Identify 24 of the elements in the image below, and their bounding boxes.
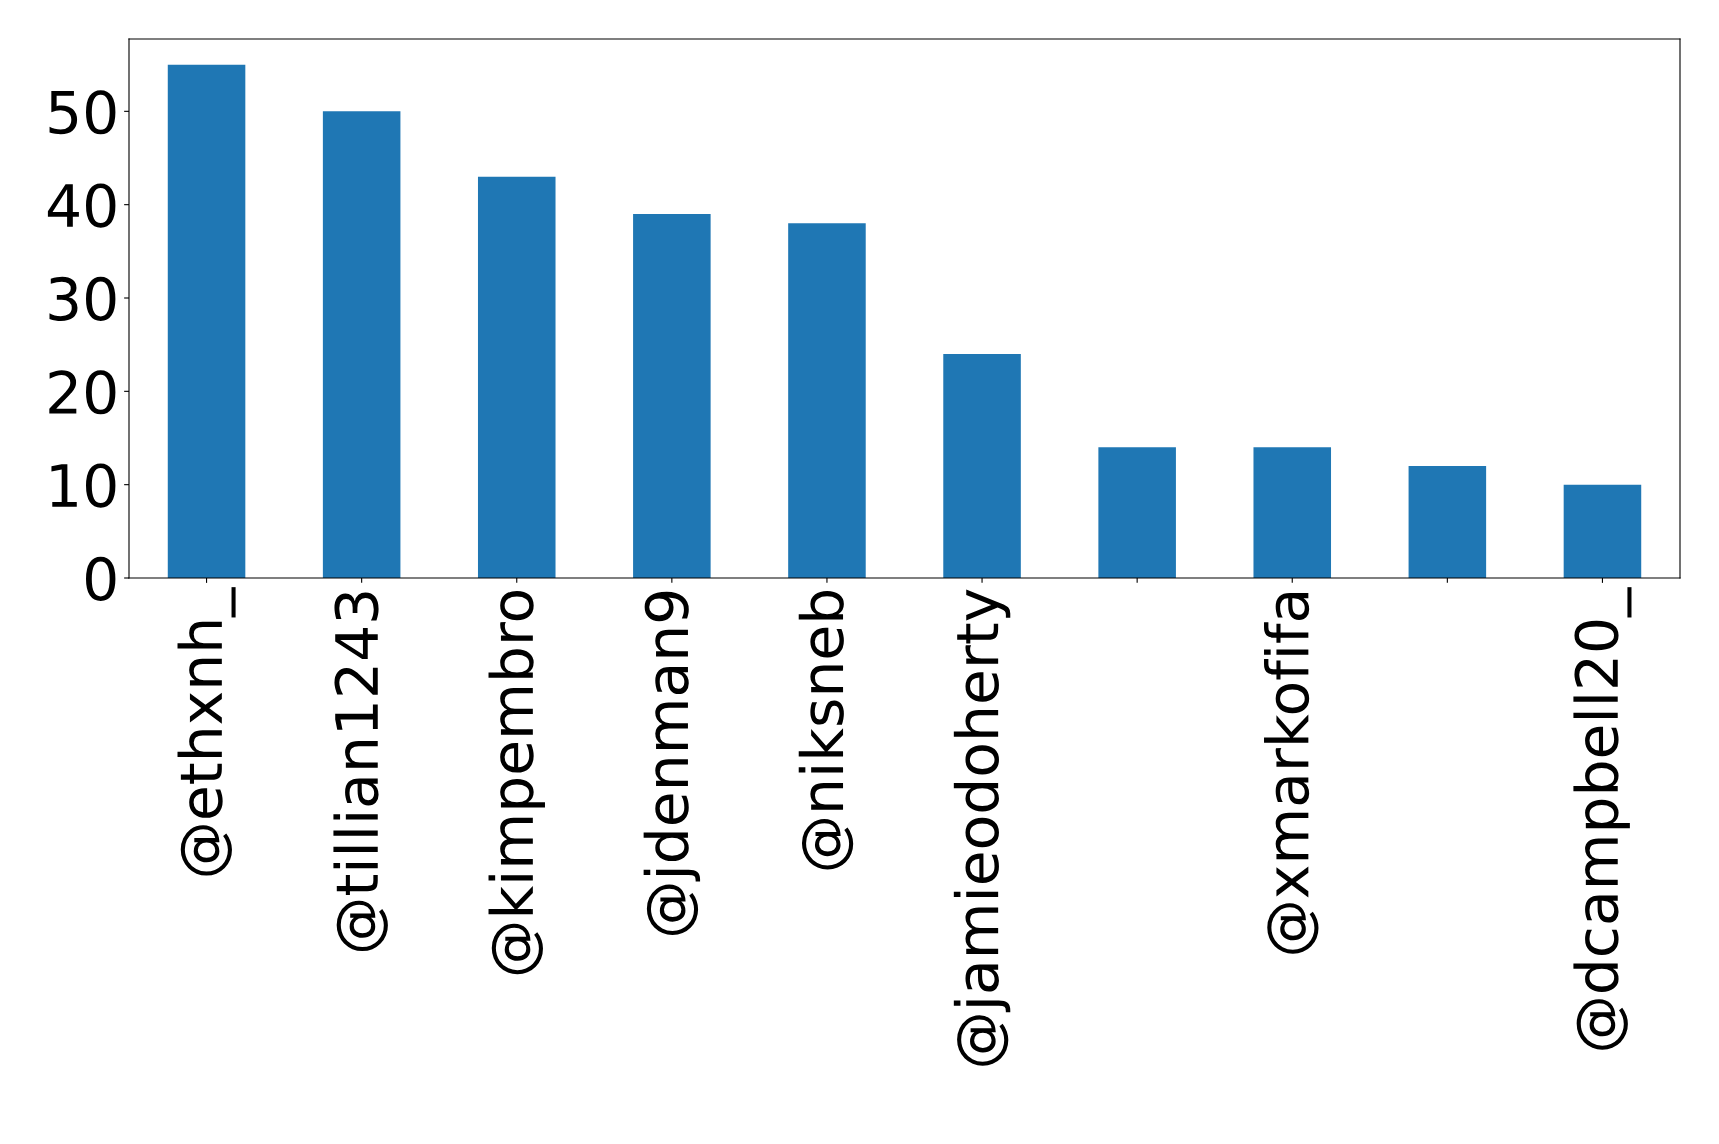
x-tick-label: @xmarkofifa (1264, 593, 1319, 954)
y-tick-label: 20 (49, 370, 116, 415)
x-tick-label: @jdenman9 (643, 591, 701, 935)
x-tick-label: @tillian1243 (333, 592, 388, 952)
bar (1563, 484, 1642, 578)
y-tick-label: 30 (49, 276, 116, 321)
y-tick-label: 0 (86, 556, 116, 601)
x-tick-label: @jamieodoherty (953, 589, 1011, 1066)
bar (1408, 466, 1487, 578)
y-tick-label: 10 (51, 463, 116, 508)
bar (322, 111, 401, 578)
bar (943, 354, 1021, 578)
y-tick-label: 40 (47, 183, 116, 228)
x-tick-label: @ethxnh_ (177, 587, 236, 876)
x-tick-label: @kimpembro (488, 590, 545, 975)
bar (167, 64, 246, 578)
x-tick-label: @niksneb (798, 590, 854, 870)
bar (1098, 447, 1176, 578)
x-tick-label: @dcampbell20_ (1573, 587, 1632, 1050)
y-tick-label: 50 (49, 90, 116, 135)
bar (1253, 447, 1332, 578)
bar (788, 223, 866, 578)
bar (477, 176, 556, 578)
bar (633, 214, 711, 578)
